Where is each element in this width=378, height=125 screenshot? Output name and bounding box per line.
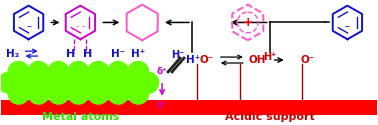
Text: OH: OH <box>249 55 266 65</box>
Text: –: – <box>345 21 350 31</box>
Text: O⁻: O⁻ <box>301 55 315 65</box>
Text: H⁺: H⁺ <box>131 49 145 59</box>
Text: δ⁻: δ⁻ <box>156 101 167 110</box>
Circle shape <box>88 62 109 82</box>
Circle shape <box>8 83 29 104</box>
Circle shape <box>58 72 79 93</box>
Text: H⁻: H⁻ <box>171 50 185 60</box>
Circle shape <box>98 72 119 93</box>
Circle shape <box>0 72 19 93</box>
Text: H: H <box>83 49 92 59</box>
Circle shape <box>128 62 149 82</box>
Text: H₂: H₂ <box>6 49 19 59</box>
Circle shape <box>8 62 29 82</box>
FancyBboxPatch shape <box>1 100 377 115</box>
Circle shape <box>48 62 69 82</box>
Text: H⁺: H⁺ <box>186 55 200 65</box>
Circle shape <box>28 83 49 104</box>
Text: O⁻: O⁻ <box>200 55 214 65</box>
Circle shape <box>88 83 109 104</box>
Text: H⁺: H⁺ <box>263 52 276 62</box>
Text: +: + <box>242 16 253 29</box>
Circle shape <box>68 62 89 82</box>
Circle shape <box>78 72 99 93</box>
Text: –: – <box>26 21 31 31</box>
Circle shape <box>128 83 149 104</box>
Text: – –: – – <box>76 23 85 29</box>
Circle shape <box>48 83 69 104</box>
Circle shape <box>38 72 59 93</box>
Text: H⁻: H⁻ <box>111 49 125 59</box>
Text: Acidic support: Acidic support <box>225 112 314 122</box>
Circle shape <box>108 62 129 82</box>
Text: Metal atoms: Metal atoms <box>42 112 119 122</box>
Circle shape <box>68 83 89 104</box>
Text: H: H <box>66 49 75 59</box>
Circle shape <box>28 62 49 82</box>
Circle shape <box>18 72 39 93</box>
Circle shape <box>108 83 129 104</box>
Circle shape <box>138 72 159 93</box>
Text: δ⁺: δ⁺ <box>157 67 167 76</box>
Circle shape <box>118 72 139 93</box>
